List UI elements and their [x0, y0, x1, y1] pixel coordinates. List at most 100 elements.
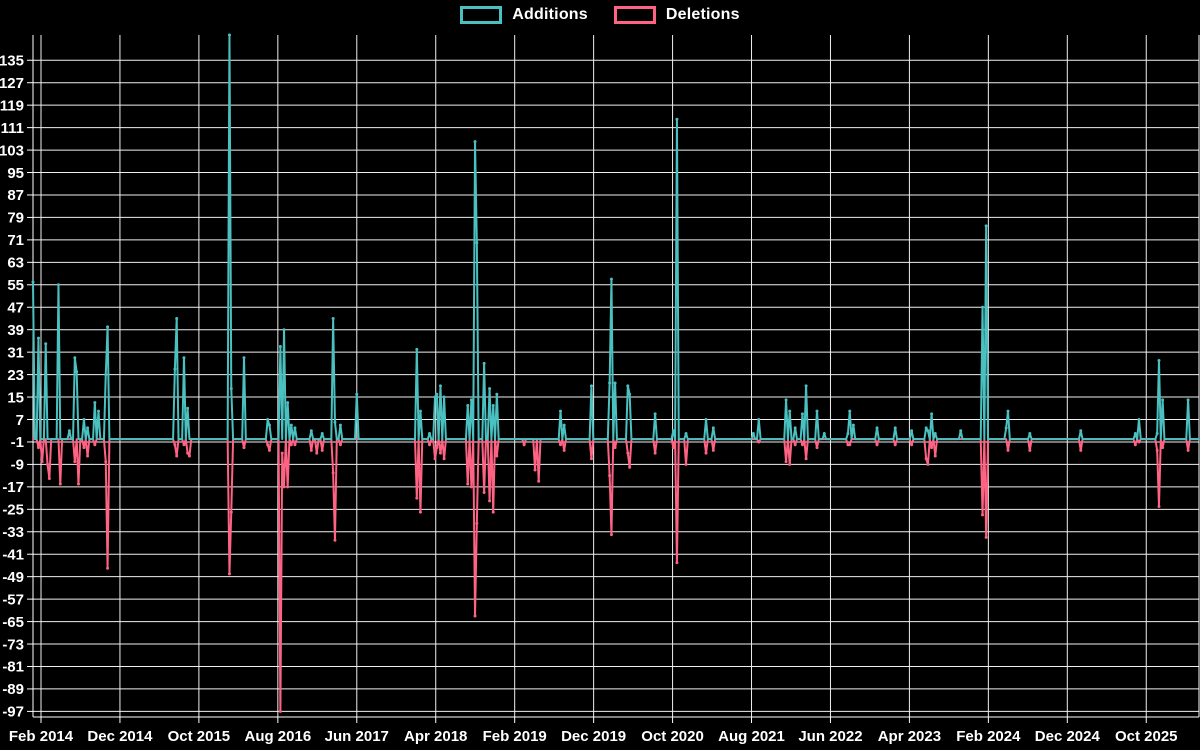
additions-point [67, 429, 71, 433]
deletions-point [227, 572, 231, 576]
deletions-point [46, 462, 50, 466]
deletions-point [893, 443, 897, 447]
deletions-point [267, 448, 271, 452]
deletions-point [704, 451, 708, 455]
deletions-point [626, 451, 630, 455]
deletions-point [182, 443, 186, 447]
additions-point [704, 418, 708, 421]
additions-point [104, 373, 108, 377]
additions-point [711, 426, 715, 430]
deletions-point [293, 443, 297, 447]
additions-point [482, 361, 486, 365]
y-tick-label: 23 [7, 367, 24, 384]
additions-point [804, 384, 808, 388]
deletions-point [428, 443, 432, 447]
x-tick-label: Apr 2018 [404, 728, 467, 745]
deletions-point [278, 709, 282, 713]
y-tick-label: 47 [7, 299, 24, 316]
y-tick-label: 127 [0, 75, 24, 92]
x-tick-label: Dec 2019 [561, 728, 626, 745]
deletions-point [82, 446, 86, 450]
additions-point [793, 426, 797, 430]
additions-point [186, 406, 190, 410]
deletions-point [788, 462, 792, 466]
x-tick-label: Aug 2021 [718, 728, 785, 745]
additions-point [653, 412, 657, 416]
additions-point [96, 409, 100, 413]
deletions-point [76, 482, 80, 486]
additions-point [609, 277, 613, 281]
y-tick-label: 7 [16, 412, 24, 429]
deletions-point [1137, 440, 1141, 444]
deletions-point [333, 538, 337, 542]
deletions-point [533, 468, 537, 472]
deletions-line [32, 438, 1200, 713]
additions-point [1133, 432, 1137, 436]
additions-point [473, 140, 477, 144]
additions-point [930, 412, 934, 416]
deletions-point [609, 533, 613, 537]
deletions-point [475, 521, 479, 525]
additions-point [1028, 432, 1032, 436]
additions-point [1161, 398, 1165, 402]
deletions-point [784, 460, 788, 464]
x-tick-label: Aug 2016 [244, 728, 311, 745]
additions-point [848, 409, 852, 413]
y-tick-label: 63 [7, 255, 24, 272]
deletions-point [559, 443, 563, 447]
x-tick-label: Dec 2024 [1035, 728, 1101, 745]
deletions-point [981, 513, 985, 517]
y-tick-label: 55 [7, 277, 24, 294]
deletions-point [331, 471, 335, 475]
deletions-point [173, 443, 177, 447]
additions-point [418, 409, 422, 413]
additions-point [175, 316, 179, 320]
additions-point [757, 418, 761, 421]
y-tick-label: 111 [1, 120, 24, 137]
additions-point [1157, 359, 1161, 363]
deletions-point [309, 448, 313, 452]
additions-point [309, 429, 313, 433]
deletions-point [266, 443, 270, 447]
x-tick-label: Oct 2015 [168, 728, 231, 745]
deletions-point [442, 457, 446, 461]
legend-item-additions[interactable]: Additions [460, 6, 588, 24]
additions-point [815, 409, 819, 413]
x-tick-label: Apr 2023 [878, 728, 941, 745]
legend-label-additions: Additions [512, 6, 588, 23]
additions-point [229, 387, 233, 391]
deletions-point [469, 485, 473, 489]
additions-point [933, 432, 937, 436]
deletions-point [495, 454, 499, 458]
additions-point [227, 33, 231, 37]
y-tick-label: -89 [2, 681, 24, 698]
deletions-point [93, 443, 97, 447]
deletions-point [415, 496, 419, 500]
y-tick-label: -73 [2, 636, 24, 653]
additions-point [338, 423, 342, 427]
deletions-point [418, 510, 422, 514]
additions-point [469, 398, 473, 402]
additions-point [106, 325, 110, 329]
additions-point [846, 432, 850, 436]
deletions-point [86, 454, 90, 458]
deletions-point [1186, 448, 1190, 452]
x-tick-label: Dec 2014 [87, 728, 153, 745]
deletions-point [466, 482, 470, 486]
legend-item-deletions[interactable]: Deletions [613, 6, 740, 24]
deletions-point [933, 454, 937, 458]
deletions-point [104, 460, 108, 464]
additions-point [559, 409, 563, 413]
additions-swatch-icon [460, 6, 503, 24]
additions-point [56, 283, 60, 287]
deletions-point [491, 510, 495, 514]
additions-point [984, 224, 988, 228]
y-tick-label: -17 [2, 479, 24, 496]
deletions-point [488, 499, 492, 503]
deletions-point [106, 566, 110, 570]
y-tick-label: 135 [0, 53, 24, 70]
additions-point [73, 356, 77, 360]
additions-point [784, 398, 788, 402]
